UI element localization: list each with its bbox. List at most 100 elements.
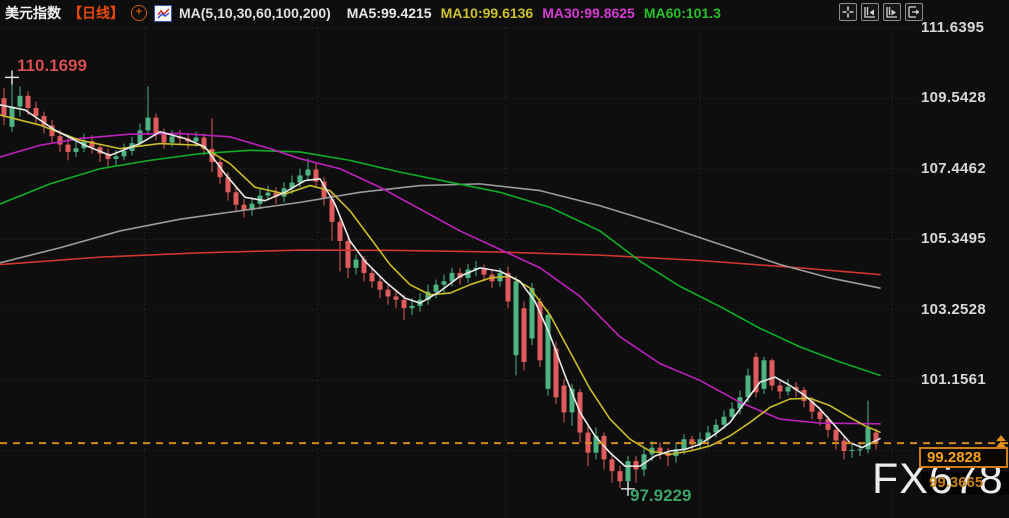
ma-value-label: MA10:99.6136: [440, 5, 534, 21]
candle-body: [17, 95, 23, 107]
candle-body: [49, 125, 55, 137]
axis-tick-label: 101.1561: [921, 371, 986, 389]
chart-pan-right-icon: [886, 7, 897, 18]
candle-body: [361, 259, 367, 273]
candle-body: [537, 301, 543, 361]
ma60-line: [0, 149, 881, 377]
candle-body: [553, 348, 559, 398]
candle-body: [569, 388, 575, 413]
pan-right-button[interactable]: [883, 3, 901, 21]
axis-tick-label: 107.4462: [921, 159, 986, 177]
candle-body: [89, 141, 95, 148]
candle-body: [273, 192, 279, 197]
candle-body: [441, 281, 447, 285]
candle-body: [385, 289, 391, 297]
high-price-label: 110.1699: [17, 56, 87, 75]
ma100-line: [0, 183, 881, 289]
candle-body: [161, 134, 167, 143]
low-price-label: 97.9229: [630, 486, 692, 505]
candle-body: [153, 117, 159, 135]
candle-body: [433, 284, 439, 292]
candle-body: [297, 175, 303, 183]
candle-body: [641, 454, 647, 470]
price-up-arrow-icon: [996, 441, 1006, 448]
candle-body: [481, 267, 487, 275]
candle-body: [425, 291, 431, 300]
candle-body: [833, 429, 839, 441]
crosshair-tool-button[interactable]: [839, 3, 857, 21]
ma-group-label: MA(5,10,30,60,100,200): [179, 5, 331, 21]
ma-value-label: MA60:101.3: [643, 5, 721, 21]
candle-body: [617, 471, 623, 482]
last-price-label: 99.2828: [919, 447, 1008, 468]
candle-body: [705, 432, 711, 440]
candle-body: [721, 416, 727, 425]
candle-body: [769, 360, 775, 386]
candle-body: [849, 449, 855, 452]
candle-body: [561, 385, 567, 413]
candle-body: [233, 192, 239, 205]
candle-body: [761, 360, 767, 389]
candle-body: [329, 199, 335, 222]
candle-body: [249, 203, 255, 211]
candle-body: [65, 144, 71, 152]
candle-body: [657, 447, 663, 453]
candle-body: [113, 156, 119, 160]
candle-body: [729, 408, 735, 417]
candle-body: [825, 419, 831, 430]
candle-body: [593, 435, 599, 453]
crosshair-icon: [842, 6, 854, 18]
candle-body: [57, 136, 63, 145]
candle-body: [9, 106, 15, 127]
ma-value-label: MA5:99.4215: [346, 5, 432, 21]
candle-body: [745, 375, 751, 398]
period-label[interactable]: 【日线】: [68, 5, 124, 21]
candle-body: [1, 98, 7, 116]
candle-body: [201, 137, 207, 149]
candle-body: [225, 177, 231, 193]
candle-body: [873, 432, 879, 444]
candle-body: [401, 299, 407, 309]
candle-body: [353, 259, 359, 268]
candle-body: [73, 148, 79, 152]
candle-body: [689, 439, 695, 445]
candle-body: [137, 130, 143, 144]
candle-body: [193, 137, 199, 142]
candle-body: [25, 95, 31, 108]
indicator-chart-icon[interactable]: [154, 4, 172, 22]
candle-body: [865, 427, 871, 450]
candle-body: [809, 400, 815, 412]
candle-body: [545, 314, 551, 389]
candle-body: [313, 169, 319, 182]
candle-body: [33, 107, 39, 117]
candle-body: [345, 241, 351, 268]
candle-body: [793, 386, 799, 390]
ma5-line: [0, 104, 881, 467]
chart-pan-left-icon: [864, 7, 875, 18]
jump-latest-button[interactable]: [905, 3, 923, 21]
secondary-price-box: [921, 472, 1009, 495]
candle-body: [857, 449, 863, 451]
candle-body: [305, 169, 311, 176]
ma10-line: [0, 114, 881, 456]
candle-body: [521, 308, 527, 362]
candle-body: [41, 116, 47, 126]
ma-value-label: MA30:99.8625: [542, 5, 635, 21]
candle-body: [449, 272, 455, 282]
candle-body: [393, 296, 399, 300]
candle-body: [841, 440, 847, 452]
price-up-arrow-icon: [996, 435, 1006, 442]
candle-body: [505, 272, 511, 302]
instrument-title: 美元指数: [5, 5, 61, 21]
pan-left-button[interactable]: [861, 3, 879, 21]
candle-body: [633, 461, 639, 470]
candle-body: [241, 204, 247, 211]
candle-body: [145, 117, 151, 131]
axis-tick-label: 103.2528: [921, 300, 986, 318]
add-indicator-icon[interactable]: +: [131, 5, 147, 21]
candle-body: [337, 221, 343, 242]
candle-body: [289, 182, 295, 189]
candle-body: [369, 272, 375, 282]
